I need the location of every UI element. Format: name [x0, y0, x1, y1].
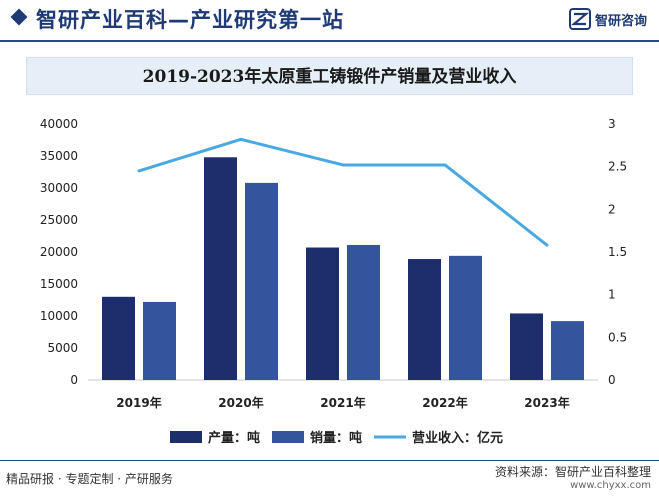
x-tick-label: 2021年: [320, 395, 365, 410]
footer-url[interactable]: www.chyxx.com: [570, 480, 651, 491]
legend-label-revenue: 营业收入：亿元: [412, 430, 503, 446]
page-header: 智研产业百科—产业研究第一站 智研咨询: [0, 0, 659, 40]
revenue-point: [545, 243, 549, 247]
chart-title-box: 2019-2023年太原重工铸锻件产销量及营业收入: [26, 57, 633, 95]
legend-swatch-sales: [272, 431, 304, 443]
bar-production: [204, 157, 237, 380]
bar-production: [408, 259, 441, 380]
x-tick-label: 2019年: [116, 395, 161, 410]
y-right-tick-label: 0.5: [608, 330, 627, 344]
revenue-point: [239, 137, 243, 141]
legend-swatch-production: [170, 431, 202, 443]
bar-sales: [449, 255, 482, 380]
x-tick-label: 2022年: [422, 395, 467, 410]
y-right-tick-label: 2.5: [608, 160, 627, 174]
chart: 0 5000 10000 15000 20000 25000 30000 35000 40000…: [40, 117, 627, 446]
y-left-tick-label: 15000: [40, 277, 78, 291]
y-right-tick-label: 3: [608, 117, 616, 131]
page-footer: 精品研报 · 专题定制 · 产研服务 资料来源：智研产业百科整理 www.chy…: [0, 460, 659, 497]
bar-production: [102, 296, 135, 380]
revenue-point: [137, 169, 141, 173]
x-tick-label: 2023年: [524, 395, 569, 410]
y-left-tick-label: 25000: [40, 213, 78, 227]
legend-label-sales: 销量：吨: [310, 430, 362, 446]
y-right-tick-label: 2: [608, 202, 616, 216]
y-left-tick-label: 35000: [40, 149, 78, 163]
revenue-line: [138, 137, 548, 247]
source-note: 资料来源：智研产业百科整理: [494, 465, 651, 479]
header-title: 智研产业百科—产业研究第一站: [36, 8, 344, 32]
y-left-tick-label: 30000: [40, 181, 78, 195]
bar-sales: [347, 244, 380, 380]
chart-title: 2019-2023年太原重工铸锻件产销量及营业收入: [142, 67, 517, 87]
bar-production: [510, 313, 543, 380]
y-left-tick-label: 40000: [40, 117, 78, 131]
bar-sales: [245, 182, 278, 380]
y-left-tick-label: 10000: [40, 309, 78, 323]
footer-tagline: 精品研报 · 专题定制 · 产研服务: [6, 472, 173, 486]
logo[interactable]: 智研咨询: [568, 8, 647, 30]
y-right-tick-label: 1.5: [608, 245, 627, 259]
bar-sales: [551, 321, 584, 380]
bar-production: [306, 247, 339, 380]
y-left-tick-label: 0: [70, 373, 78, 387]
y-left-tick-label: 20000: [40, 245, 78, 259]
legend-label-production: 产量：吨: [208, 430, 260, 446]
zhiyan-logo-icon: [568, 8, 591, 30]
logo-text: 智研咨询: [594, 13, 647, 29]
y-right-tick-label: 1: [608, 288, 616, 302]
revenue-point: [341, 163, 345, 167]
revenue-point: [443, 163, 447, 167]
y-left-tick-label: 5000: [47, 341, 78, 355]
bar-sales: [143, 301, 176, 380]
header-divider: [0, 40, 659, 42]
footer-divider: [0, 460, 659, 461]
x-tick-label: 2020年: [218, 395, 263, 410]
y-right-tick-label: 0: [608, 373, 616, 387]
